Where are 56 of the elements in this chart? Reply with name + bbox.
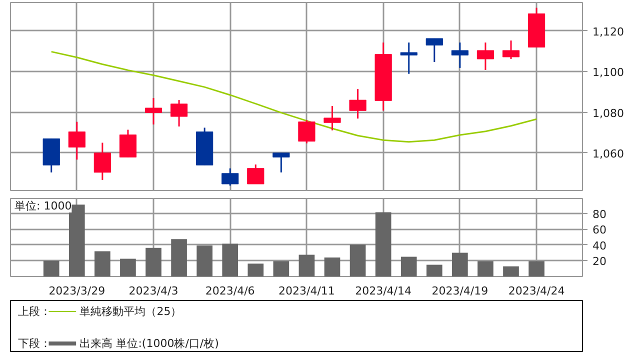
line-series [50, 50, 538, 143]
x-tick-label: 2023/4/11 [278, 284, 335, 298]
candlestick [426, 38, 443, 63]
bar [248, 264, 264, 276]
candlestick [502, 40, 520, 60]
candlestick [272, 152, 290, 174]
x-tick-label: 2023/4/14 [355, 284, 412, 298]
y-tick-label: 1,100 [592, 66, 624, 80]
bar [94, 251, 110, 276]
bar [350, 244, 366, 276]
candlestick [222, 168, 239, 186]
legend-title: 上段： [18, 305, 51, 318]
bar [452, 252, 468, 276]
legend-title: 下段： [18, 337, 51, 350]
y-tick-label: 1,120 [592, 25, 624, 38]
bar [375, 212, 392, 276]
candlestick [324, 105, 341, 132]
legend-label: 出来高 単位:(1000株/口/枚) [80, 337, 219, 350]
bar [324, 258, 340, 276]
x-tick-label: 2023/4/3 [128, 284, 178, 298]
bar [196, 245, 212, 276]
y-tick-label: 20 [592, 255, 606, 268]
x-tick-label: 2023/3/29 [48, 284, 106, 298]
bar [273, 261, 290, 276]
bar [222, 244, 238, 276]
y-tick-label: 80 [592, 208, 606, 221]
candlestick [119, 128, 137, 158]
candlestick [170, 99, 188, 128]
bar [146, 248, 162, 276]
candlestick [476, 42, 494, 71]
y-tick-label: 1,060 [592, 147, 624, 160]
bar [528, 261, 544, 276]
bar [426, 264, 442, 276]
bar [171, 239, 187, 276]
candlestick [68, 121, 86, 160]
bar [43, 260, 60, 276]
bar [503, 266, 519, 276]
candlestick [349, 88, 366, 120]
bar [400, 256, 417, 276]
candlestick [144, 97, 162, 126]
y-tick-label: 60 [592, 224, 606, 237]
candlestick [451, 42, 468, 69]
annotation: 単位: 1000 [14, 200, 72, 212]
candlestick [298, 119, 316, 144]
bar [298, 254, 315, 276]
candlestick [247, 164, 264, 185]
y-tick-label: 40 [592, 239, 606, 252]
x-tick-label: 2023/4/19 [432, 284, 488, 298]
y-tick-label: 1,080 [592, 106, 624, 120]
bar [478, 261, 494, 276]
legend-label: 単純移動平均（25） [80, 305, 182, 318]
x-tick-label: 2023/4/24 [508, 284, 565, 298]
candlestick [94, 142, 111, 181]
x-tick-label: 2023/4/6 [205, 284, 255, 298]
candlestick [400, 42, 418, 75]
bar [120, 258, 136, 276]
